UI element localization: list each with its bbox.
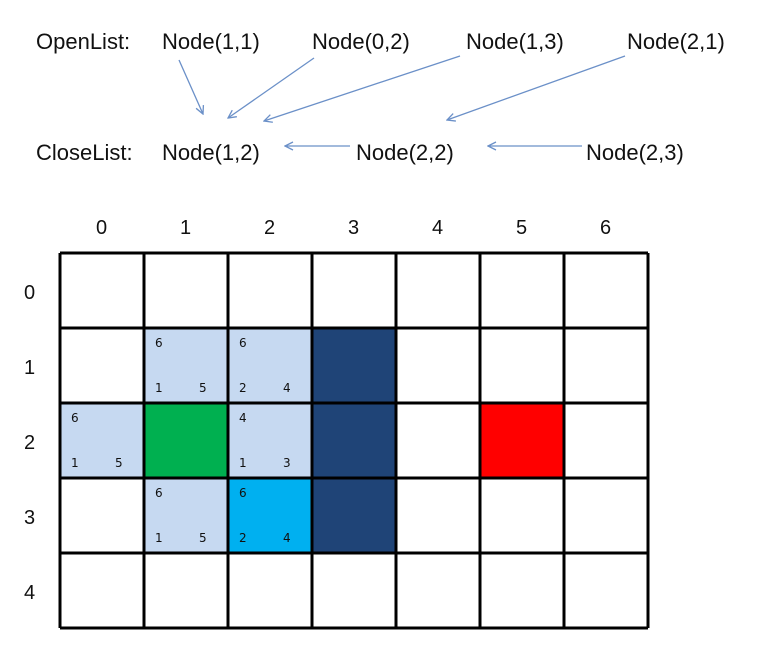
f-score: 6 (155, 486, 163, 500)
f-score: 6 (239, 486, 247, 500)
grid-cell-wall (312, 478, 396, 553)
g-score: 1 (239, 456, 247, 470)
h-score: 4 (283, 381, 291, 395)
close-list-node: Node(2,2) (356, 140, 454, 165)
close-list-node: Node(1,2) (162, 140, 260, 165)
open-list-node: Node(2,1) (627, 29, 725, 54)
grid-cell-open (228, 403, 312, 478)
column-label: 5 (516, 217, 527, 239)
f-score: 6 (71, 411, 79, 425)
grid-lines (58, 251, 650, 630)
open-list-node: Node(0,2) (312, 29, 410, 54)
row-label: 0 (24, 282, 35, 304)
grid-cell-wall (312, 403, 396, 478)
g-score: 2 (239, 531, 247, 545)
column-label: 4 (432, 217, 443, 239)
h-score: 5 (199, 531, 207, 545)
grid-cells: 6 1 5 6 2 4 6 1 5 4 1 3 6 1 5 6 2 4 (60, 328, 564, 553)
h-score: 3 (283, 456, 291, 470)
row-label: 3 (24, 507, 35, 529)
row-label: 1 (24, 357, 35, 379)
grid-cell-start (144, 403, 228, 478)
open-list-label: OpenList: (36, 29, 130, 54)
grid-cell-open (60, 403, 144, 478)
column-label: 3 (348, 217, 359, 239)
row-labels: 0 1 2 3 4 (24, 282, 35, 604)
grid-cell-wall (312, 328, 396, 403)
grid-cell-current (228, 478, 312, 553)
close-list-label: CloseList: (36, 140, 133, 165)
parent-arrow (178, 59, 203, 114)
parent-arrow (447, 55, 626, 120)
column-label: 0 (96, 217, 107, 239)
grid-cell-open (144, 328, 228, 403)
column-label: 6 (600, 217, 611, 239)
column-labels: 0 1 2 3 4 5 6 (96, 217, 611, 239)
row-label: 4 (24, 582, 35, 604)
f-score: 6 (155, 336, 163, 350)
h-score: 5 (115, 456, 123, 470)
grid-cell-goal (480, 403, 564, 478)
h-score: 5 (199, 381, 207, 395)
g-score: 1 (155, 381, 163, 395)
f-score: 4 (239, 411, 247, 425)
open-list-node: Node(1,3) (466, 29, 564, 54)
grid-cell-open (228, 328, 312, 403)
column-label: 1 (180, 217, 191, 239)
close-list-node-current: Node(2,3) (586, 140, 684, 165)
f-score: 6 (239, 336, 247, 350)
grid-cell-open (144, 478, 228, 553)
h-score: 4 (283, 531, 291, 545)
g-score: 1 (155, 531, 163, 545)
open-list-node: Node(1,1) (162, 29, 260, 54)
column-label: 2 (264, 217, 275, 239)
g-score: 2 (239, 381, 247, 395)
row-label: 2 (24, 432, 35, 454)
parent-arrow (264, 55, 461, 121)
g-score: 1 (71, 456, 79, 470)
parent-arrow (228, 57, 315, 118)
